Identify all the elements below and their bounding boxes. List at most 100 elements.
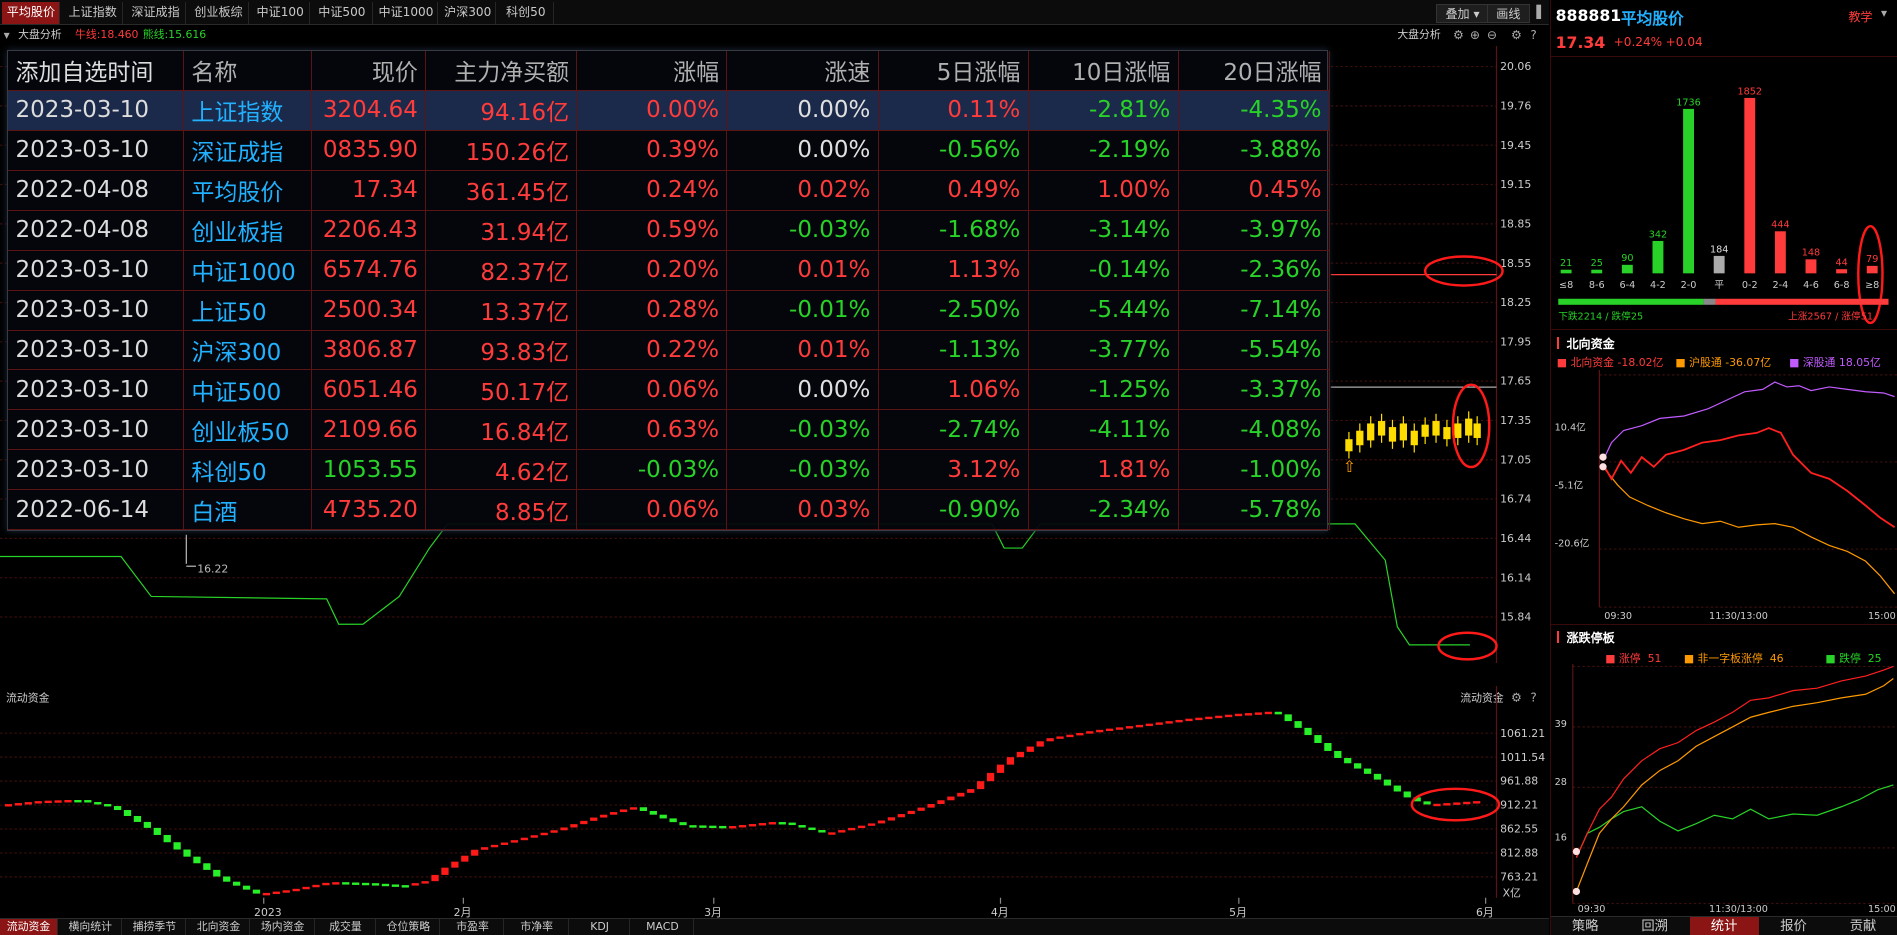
table-row[interactable]: 2022-04-08 平均股价 17.34 361.45亿 0.24% 0.02% 0.49…: [8, 170, 1330, 211]
col-price[interactable]: 现价: [311, 50, 427, 92]
table-row[interactable]: 2023-03-10 深证成指 0835.90 150.26亿 0.39% 0.00% -0…: [8, 130, 1330, 171]
chevron-down-icon[interactable]: ▾: [3, 28, 10, 43]
flow-bar: [262, 892, 271, 896]
tab-indicator[interactable]: 捕捞季节: [123, 919, 187, 935]
teach-link[interactable]: 教学: [1848, 10, 1873, 25]
gear-icon[interactable]: ⚙: [1511, 691, 1522, 705]
candle-body: [1356, 430, 1364, 446]
dist-value: 1852: [1737, 86, 1762, 97]
tab-hs300[interactable]: 沪深300: [440, 2, 496, 25]
cell-name[interactable]: 深证成指: [183, 130, 313, 171]
flow-bar: [1225, 714, 1233, 718]
table-row[interactable]: 2023-03-10 科创50 1053.55 4.62亿 -0.03% -0.03% 3.…: [8, 449, 1330, 491]
cell-name[interactable]: 沪深300: [183, 330, 313, 371]
cell-name[interactable]: 上证50: [183, 290, 313, 331]
low-price-marker: 16.22: [197, 562, 228, 575]
flow-bar: [1195, 717, 1203, 721]
help-icon[interactable]: ?: [1530, 691, 1536, 705]
flow-bar: [580, 820, 588, 825]
watchlist-popup[interactable]: 添加自选时间 名称 现价 主力净买额 涨幅 涨速 5日涨幅 10日涨幅 20日涨…: [7, 49, 1330, 532]
table-row[interactable]: 2023-03-10 沪深300 3806.87 93.83亿 0.22% 0.01% -1…: [8, 330, 1330, 371]
cell-name[interactable]: 科创50: [183, 449, 313, 491]
flow-bar: [520, 837, 528, 841]
cell-chg: 0.59%: [576, 210, 728, 251]
table-row[interactable]: 2023-03-10 中证500 6051.46 50.17亿 0.06% 0.00% 1.…: [8, 369, 1330, 411]
cell-name[interactable]: 上证指数: [183, 90, 313, 131]
tab-csi1000[interactable]: 中证1000: [375, 2, 438, 25]
legend-sz-name: 深股通: [1802, 356, 1836, 370]
col-change[interactable]: 涨幅: [576, 50, 728, 92]
cell-date: 2023-03-10: [8, 369, 185, 411]
table-row[interactable]: 2022-06-14 白酒 4735.20 8.85亿 0.06% 0.03% -0.90%…: [8, 489, 1330, 531]
cell-name[interactable]: 白酒: [183, 489, 313, 531]
cell-price: 6051.46: [311, 369, 427, 411]
table-row[interactable]: 2023-03-10 上证指数 3204.64 94.16亿 0.00% 0.00% 0.1…: [8, 90, 1330, 131]
col-name[interactable]: 名称: [183, 50, 313, 92]
tab-indicator[interactable]: 市净率: [506, 919, 569, 935]
col-added-time[interactable]: 添加自选时间: [8, 50, 185, 92]
table-row[interactable]: 2022-04-08 创业板指 2206.43 31.94亿 0.59% -0.03% -1…: [8, 210, 1330, 251]
flow-bar: [550, 830, 558, 833]
flow-bar: [530, 835, 538, 838]
tab-indicator[interactable]: 场内资金: [252, 919, 315, 935]
tab-indicator[interactable]: 市盈率: [442, 919, 505, 935]
flow-bar: [778, 822, 786, 825]
tab-star50[interactable]: 科创50: [498, 2, 555, 25]
chevron-down-icon[interactable]: ▾: [1881, 6, 1888, 21]
dist-bar: [1866, 265, 1878, 274]
cell-name[interactable]: 中证500: [183, 369, 313, 411]
cell-name[interactable]: 创业板指: [183, 210, 313, 251]
col-10d[interactable]: 10日涨幅: [1028, 50, 1179, 92]
cell-name[interactable]: 平均股价: [183, 170, 313, 211]
tab-sz-index[interactable]: 深证成指: [126, 2, 187, 25]
flow-bar: [153, 827, 161, 835]
cell-d5: -1.13%: [878, 330, 1029, 371]
annotation-ellipse: [1451, 383, 1491, 469]
flow-bar: [709, 825, 717, 829]
tab-indicator[interactable]: 仓位策略: [377, 919, 441, 935]
help-icon[interactable]: ?: [1530, 28, 1537, 43]
tab-indicator[interactable]: 北向资金: [188, 919, 251, 935]
tab-indicator[interactable]: MACD: [632, 919, 695, 935]
tab-csi100[interactable]: 中证100: [252, 2, 310, 25]
col-5d[interactable]: 5日涨幅: [878, 50, 1029, 92]
settings-icon[interactable]: ⚙: [1511, 28, 1522, 43]
flow-fund-chart[interactable]: 流动资金 流动资金 ⚙ ? 1061.21 1011.54 961.88 912.21…: [0, 685, 1549, 918]
overlay-button[interactable]: 叠加 ▾: [1436, 3, 1489, 23]
table-row[interactable]: 2023-03-10 创业板50 2109.66 16.84亿 0.63% -0.03% -…: [8, 409, 1330, 451]
flow-bar: [570, 824, 578, 828]
flow-bar: [282, 890, 290, 893]
draw-line-button[interactable]: 画线: [1486, 3, 1530, 23]
collapse-icon[interactable]: ▐: [1531, 5, 1541, 20]
col-net-buy[interactable]: 主力净买额: [425, 50, 578, 92]
dist-bar: [1682, 108, 1694, 274]
cell-name[interactable]: 创业板50: [183, 409, 313, 451]
dist-category: 6-4: [1619, 280, 1635, 291]
flow-bar: [857, 825, 866, 829]
tab-csi500[interactable]: 中证500: [312, 2, 373, 25]
tab-gem-composite[interactable]: 创业板综: [189, 2, 250, 25]
right-tab[interactable]: 报价: [1780, 918, 1807, 934]
tab-indicator[interactable]: 横向统计: [59, 919, 123, 935]
tab-indicator[interactable]: 成交量: [316, 919, 377, 935]
candles: [1345, 411, 1481, 459]
right-tab[interactable]: 回溯: [1641, 918, 1668, 934]
zoom-in-icon[interactable]: ⊕: [1469, 28, 1481, 43]
right-tab[interactable]: 统计: [1689, 916, 1759, 935]
table-row[interactable]: 2023-03-10 中证1000 6574.76 82.37亿 0.20% 0.01% 1…: [8, 250, 1330, 291]
cell-speed: -0.03%: [726, 409, 879, 451]
table-row[interactable]: 2023-03-10 上证50 2500.34 13.37亿 0.28% -0.01% -2…: [8, 290, 1330, 331]
right-tab[interactable]: 策略: [1571, 918, 1599, 934]
cell-name[interactable]: 中证1000: [183, 250, 313, 291]
tab-indicator[interactable]: KDJ: [570, 919, 631, 935]
gear-icon[interactable]: ⚙: [1452, 28, 1464, 43]
flow-bar: [461, 855, 469, 862]
tab-sh-index[interactable]: 上证指数: [63, 2, 124, 25]
flow-bar: [1363, 768, 1372, 774]
col-speed[interactable]: 涨速: [726, 50, 879, 92]
right-tab[interactable]: 贡献: [1849, 918, 1877, 934]
col-20d[interactable]: 20日涨幅: [1178, 50, 1330, 92]
tab-indicator[interactable]: 流动资金: [0, 919, 59, 935]
tab-avg-price[interactable]: 平均股价: [2, 2, 61, 25]
zoom-out-icon[interactable]: ⊖: [1486, 28, 1497, 43]
